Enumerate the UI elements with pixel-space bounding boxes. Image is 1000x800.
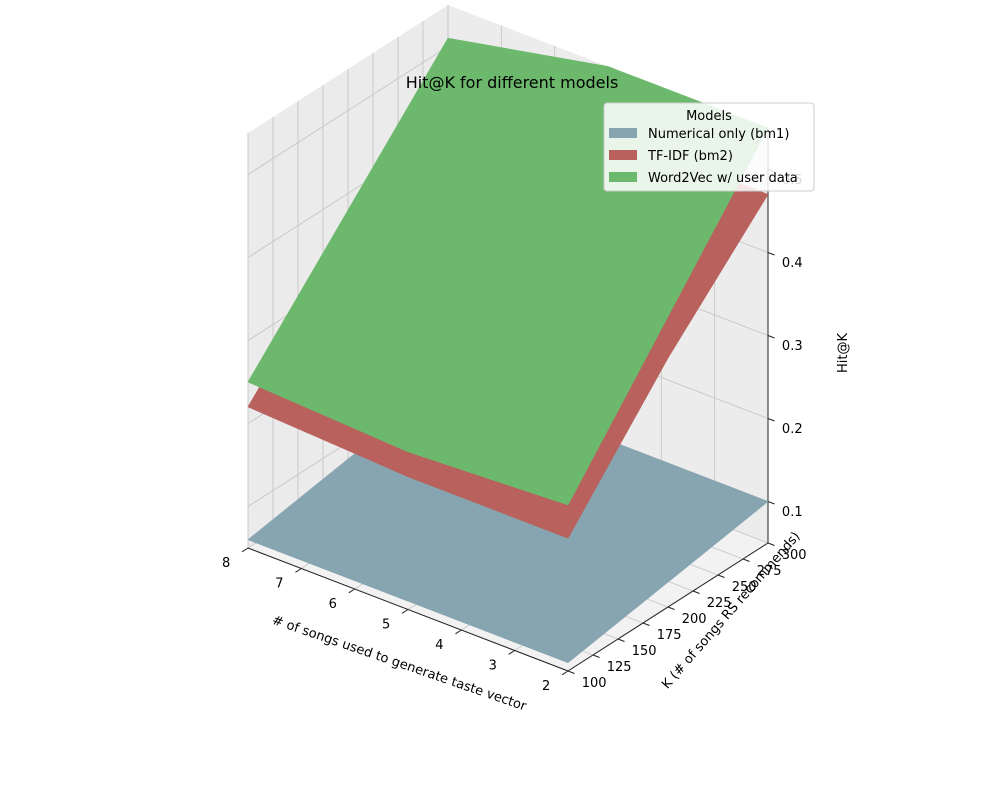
- z-axis-label: Hit@K: [836, 333, 851, 373]
- x-tick-label: 6: [329, 597, 337, 612]
- y-tick-mark: [742, 558, 750, 562]
- z-tick-mark: [767, 252, 775, 256]
- y-tick-label: 300: [782, 548, 807, 563]
- grid-line-z-left: [247, 46, 449, 175]
- z-tick-mark: [767, 418, 775, 422]
- x-tick-label: 7: [275, 577, 283, 592]
- z-tick-label: 0.2: [782, 422, 803, 437]
- x-tick-mark: [241, 547, 249, 553]
- z-tick-label: 0.4: [782, 256, 803, 271]
- z-tick-label: 0.1: [782, 505, 803, 520]
- y-tick-mark: [767, 542, 775, 546]
- legend-label: TF-IDF (bm2): [647, 149, 733, 164]
- y-tick-mark: [692, 590, 700, 594]
- legend-items: Numerical only (bm1) TF-IDF (bm2) Word2Vec…: [609, 127, 798, 186]
- y-tick-mark: [717, 574, 725, 578]
- y-tick-mark: [567, 670, 575, 674]
- legend-label: Word2Vec w/ user data: [648, 171, 798, 186]
- x-tick-label: 3: [489, 659, 497, 674]
- x-tick-mark: [561, 670, 569, 676]
- chart-title: Hit@K for different models: [406, 73, 619, 92]
- x-tick-label: 8: [222, 556, 230, 571]
- y-tick-label: 275: [757, 564, 782, 579]
- y-tick-label: 125: [607, 660, 632, 675]
- x-tick-mark: [348, 588, 355, 594]
- y-tick-mark: [592, 654, 600, 658]
- surfaces: [247, 37, 769, 664]
- y-tick-mark: [642, 622, 650, 626]
- y-tick-label: 250: [732, 580, 757, 595]
- legend-label: Numerical only (bm1): [648, 127, 789, 142]
- y-tick-label: 225: [707, 596, 732, 611]
- y-tick-label: 100: [582, 676, 607, 691]
- y-tick-label: 150: [632, 644, 657, 659]
- z-tick-label: 0.3: [782, 339, 803, 354]
- y-tick-mark: [617, 638, 625, 642]
- surface-cell: [407, 520, 669, 664]
- legend-swatch: [609, 150, 637, 160]
- x-tick-label: 4: [435, 638, 443, 653]
- x-tick-label: 5: [382, 618, 390, 633]
- surface-cell: [407, 254, 669, 506]
- legend-swatch: [609, 128, 637, 138]
- x-tick-mark: [401, 609, 409, 614]
- legend-title: Models: [686, 109, 732, 124]
- legend-swatch: [609, 172, 637, 182]
- y-tick-mark: [667, 606, 675, 610]
- x-tick-label: 2: [542, 679, 550, 694]
- z-tick-mark: [767, 335, 775, 339]
- y-tick-label: 200: [682, 612, 707, 627]
- legend: Models Numerical only (bm1) TF-IDF (bm2) W…: [603, 102, 815, 192]
- y-tick-label: 175: [657, 628, 682, 643]
- x-tick-mark: [455, 629, 462, 635]
- legend-box: [603, 102, 815, 192]
- x-tick-mark: [295, 568, 302, 573]
- x-tick-mark: [508, 650, 515, 655]
- z-tick-mark: [767, 501, 775, 505]
